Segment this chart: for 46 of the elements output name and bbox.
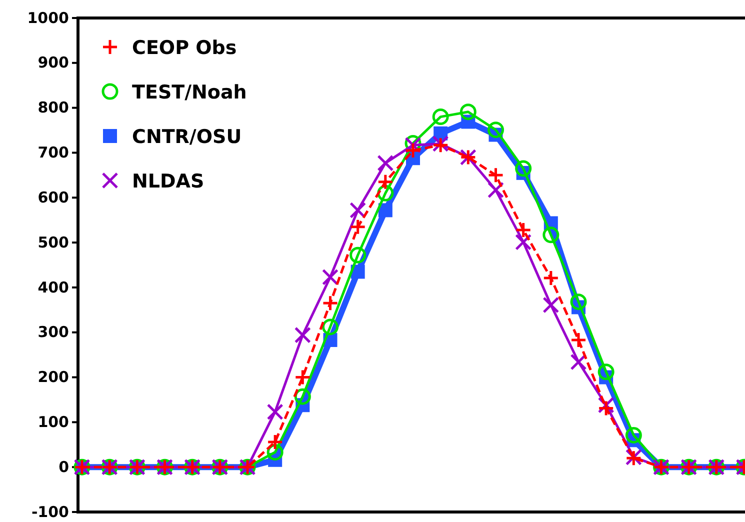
legend-label: CEOP Obs	[132, 37, 237, 59]
point	[625, 426, 642, 444]
y-tick-label: 900	[38, 54, 69, 72]
y-tick-label: 400	[38, 278, 69, 296]
point	[570, 294, 587, 310]
y-tick-label: 1000	[27, 8, 69, 27]
y-tick-label: 800	[38, 98, 69, 117]
y-tick-label: 600	[38, 188, 69, 206]
point	[322, 318, 338, 336]
point	[322, 268, 338, 286]
point	[294, 326, 311, 344]
point	[377, 174, 394, 190]
legend-label: NLDAS	[132, 170, 204, 192]
point	[377, 154, 394, 172]
point	[515, 222, 532, 238]
y-tick-label: 700	[38, 144, 69, 162]
y-tick-label: 100	[38, 412, 69, 431]
legend-label: TEST/Noah	[132, 82, 247, 104]
y-tick-label: 200	[38, 368, 69, 386]
point	[598, 364, 614, 380]
point	[570, 332, 587, 348]
point	[322, 294, 338, 312]
point	[542, 226, 560, 244]
y-tick-label: 300	[38, 323, 69, 342]
point	[488, 182, 504, 198]
legend-label: CNTR/OSU	[132, 126, 242, 148]
point	[515, 234, 532, 250]
point	[488, 166, 504, 184]
y-tick-label: 0	[58, 458, 69, 476]
point	[350, 218, 366, 236]
point	[266, 404, 284, 420]
point	[542, 270, 560, 286]
point	[598, 400, 614, 417]
y-tick-label: 500	[38, 233, 69, 252]
point	[266, 434, 284, 450]
point	[488, 122, 504, 138]
point	[404, 142, 422, 159]
point	[570, 354, 587, 370]
point	[378, 203, 392, 218]
point	[460, 104, 476, 120]
point	[432, 108, 449, 126]
point	[515, 160, 532, 177]
point	[294, 369, 311, 386]
point	[350, 246, 366, 264]
y-tick-label: -100	[31, 502, 69, 521]
point	[542, 296, 560, 314]
